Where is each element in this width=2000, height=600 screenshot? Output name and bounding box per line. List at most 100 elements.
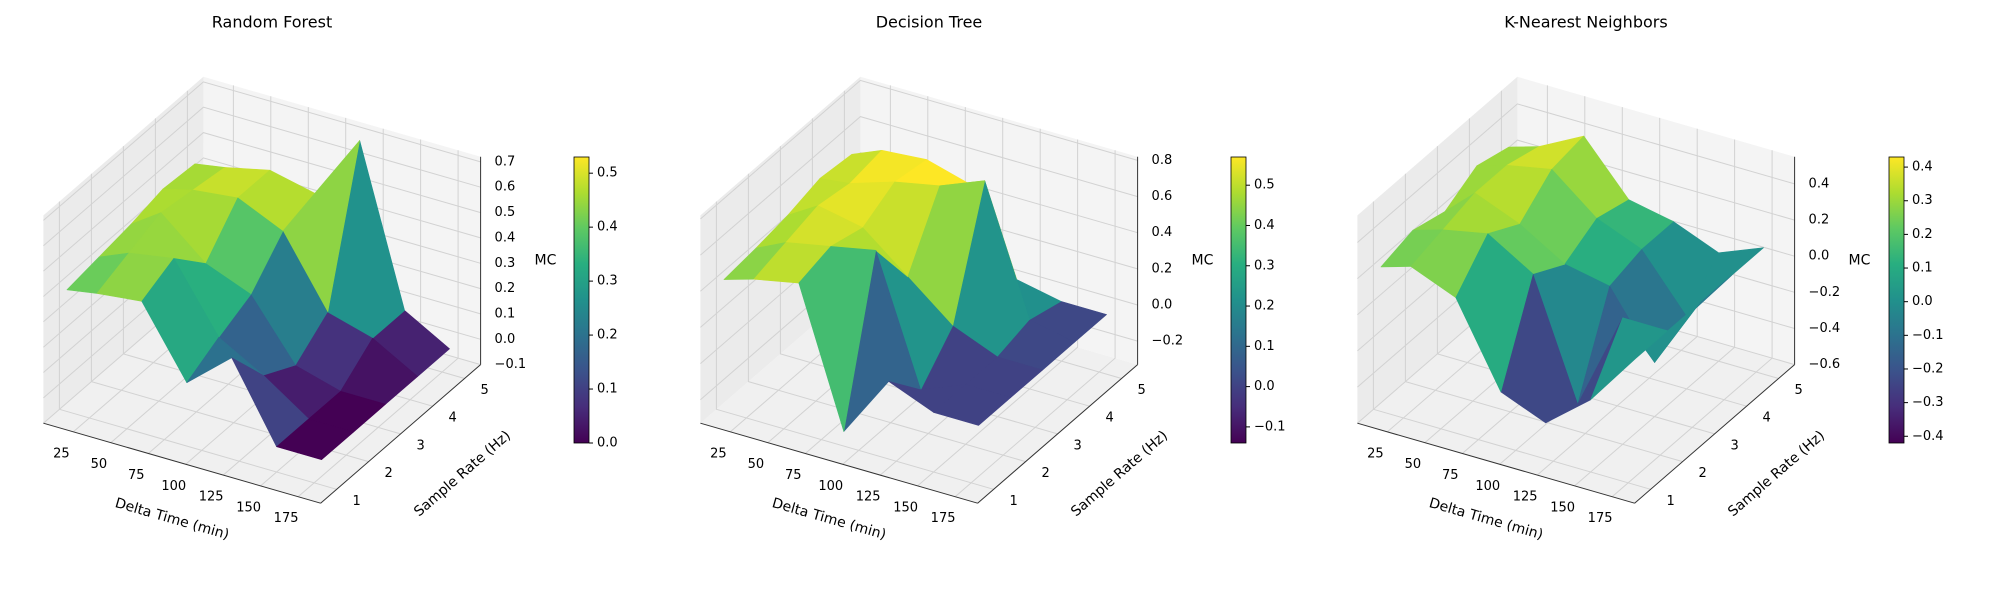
x-tick-label: 50	[1405, 457, 1422, 472]
y-tick-label: 1	[1010, 494, 1018, 509]
y-tick-label: 1	[1667, 494, 1675, 509]
surface-patch	[276, 418, 354, 461]
grid-line	[700, 116, 1138, 256]
colorbar-tick-label: −0.1	[1912, 328, 1944, 343]
colorbar-tick-label: 0.2	[1254, 299, 1275, 314]
x-tick-label: 100	[818, 479, 843, 494]
colorbar-tick-label: 0.0	[1254, 379, 1275, 394]
z-tick-label: 0.4	[1809, 176, 1830, 191]
z-axis-label: MC	[1192, 253, 1214, 269]
colorbar-tick-label: 0.0	[1912, 294, 1933, 309]
y-tick-label: 5	[1138, 383, 1146, 398]
y-tick-label: 4	[1106, 411, 1114, 426]
y-axis	[977, 364, 1138, 504]
z-tick-label: −0.6	[1809, 357, 1841, 372]
y-axis-label: Sample Rate (Hz)	[1725, 428, 1828, 520]
x-axis	[1357, 422, 1635, 504]
z-tick-label: 0.2	[495, 281, 516, 296]
x-tick-label: 100	[1475, 479, 1500, 494]
y-axis-label: Sample Rate (Hz)	[1068, 428, 1171, 520]
x-tick-label: 75	[785, 468, 802, 483]
colorbar	[573, 156, 590, 444]
x-tick-label: 150	[1550, 500, 1575, 515]
colorbar	[1888, 156, 1905, 444]
grid-line	[1357, 103, 1795, 243]
surface-patch	[1455, 233, 1534, 393]
x-tick-label: 125	[199, 490, 224, 505]
colorbar-tick-label: 0.1	[1912, 261, 1933, 276]
y-tick-label: 3	[1074, 438, 1082, 453]
grid-line	[747, 173, 1026, 463]
x-tick-label: 50	[748, 457, 765, 472]
z-tick-label: 0.2	[1809, 213, 1830, 228]
y-tick-label: 5	[1795, 383, 1803, 398]
grid-line	[43, 106, 481, 247]
grid-line	[43, 81, 481, 221]
colorbar-tick-label: −0.3	[1912, 395, 1944, 410]
surface-patch	[798, 246, 877, 432]
colorbar-tick-label: 0.3	[1254, 258, 1275, 273]
x-tick-label: 25	[710, 446, 727, 461]
colorbar-tick-label: 0.5	[597, 166, 618, 181]
x-tick-label: 25	[1367, 446, 1384, 461]
x-axis	[43, 422, 321, 504]
y-tick-label: 2	[385, 466, 393, 481]
grid-line	[715, 201, 994, 490]
y-tick-label: 4	[1763, 411, 1771, 426]
colorbar-tick-label: 0.5	[1254, 178, 1275, 193]
x-tick-label: 175	[931, 511, 956, 526]
z-tick-label: 0.3	[495, 256, 516, 271]
z-tick-label: −0.4	[1809, 321, 1841, 336]
chart-title: Decision Tree	[876, 13, 983, 32]
z-tick-label: 0.6	[495, 180, 516, 195]
y-tick-label: 2	[1042, 466, 1050, 481]
colorbar-tick-label: 0.1	[597, 382, 618, 397]
z-tick-label: 0.4	[1152, 225, 1173, 240]
y-tick-label: 1	[353, 494, 361, 509]
z-tick-label: 0.8	[1152, 153, 1173, 168]
colorbar-tick-label: 0.1	[1254, 339, 1275, 354]
z-tick-label: 0.0	[495, 332, 516, 347]
z-tick-label: 0.5	[495, 205, 516, 220]
colorbar-tick-label: 0.4	[597, 220, 618, 235]
colorbar-tick-label: −0.1	[1254, 419, 1286, 434]
z-tick-label: −0.2	[1809, 285, 1841, 300]
colorbar-tick-label: 0.2	[597, 328, 618, 343]
surface-patch	[933, 384, 1011, 426]
z-axis-label: MC	[535, 253, 557, 269]
z-tick-label: −0.2	[1152, 334, 1184, 349]
surface-patch	[1590, 317, 1668, 401]
z-tick-label: 0.0	[1809, 249, 1830, 264]
x-tick-label: 175	[1588, 511, 1613, 526]
y-tick-label: 5	[481, 383, 489, 398]
colorbar-tick-label: −0.4	[1912, 429, 1944, 444]
y-tick-label: 4	[449, 411, 457, 426]
grid-line	[43, 157, 481, 297]
y-tick-label: 2	[1699, 466, 1707, 481]
x-tick-label: 150	[236, 500, 261, 515]
colorbar	[1230, 156, 1247, 444]
y-axis	[320, 364, 481, 504]
x-axis	[700, 422, 978, 504]
colorbar-tick-label: 0.0	[597, 436, 618, 451]
x-tick-label: 175	[274, 511, 299, 526]
z-tick-label: 0.2	[1152, 261, 1173, 276]
grid-line	[917, 139, 1079, 487]
x-tick-label: 150	[893, 500, 918, 515]
z-tick-label: 0.4	[495, 230, 516, 245]
colorbar-tick-label: 0.3	[597, 274, 618, 289]
colorbar-tick-label: 0.4	[1254, 218, 1275, 233]
z-axis-label: MC	[1849, 253, 1871, 269]
x-tick-label: 50	[91, 457, 108, 472]
grid-line	[700, 152, 1138, 292]
z-tick-label: 0.7	[495, 154, 516, 169]
grid-line	[43, 132, 481, 272]
colorbar-tick-label: 0.4	[1912, 160, 1933, 175]
x-tick-label: 100	[161, 479, 186, 494]
z-tick-label: 0.1	[495, 306, 516, 321]
grid-line	[700, 79, 1138, 220]
chart-title: K-Nearest Neighbors	[1504, 13, 1667, 32]
x-tick-label: 75	[128, 468, 145, 483]
z-tick-label: 0.6	[1152, 189, 1173, 204]
